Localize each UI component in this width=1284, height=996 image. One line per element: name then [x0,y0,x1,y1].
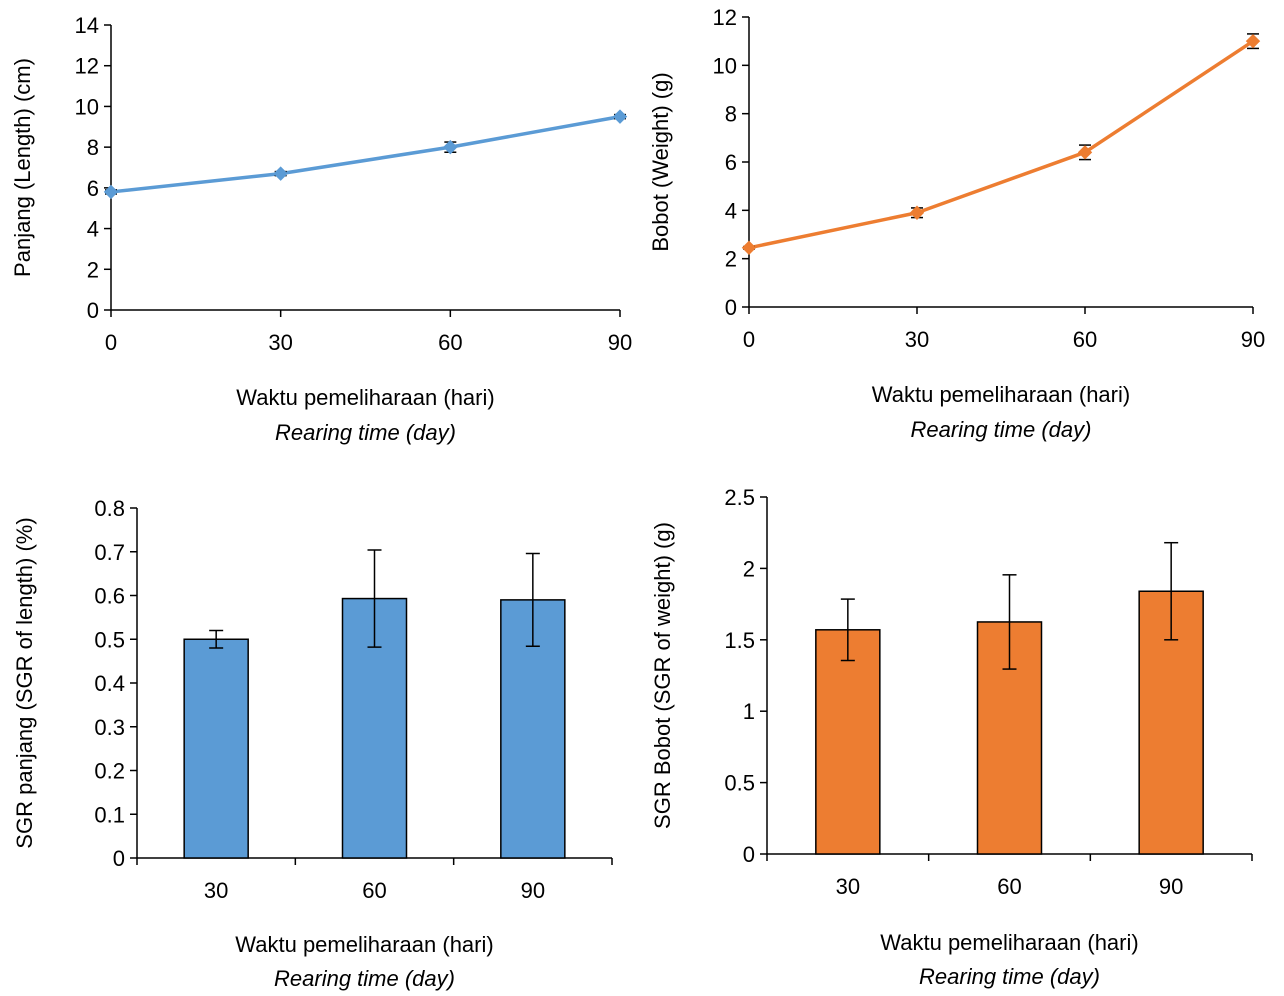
series-line [110,114,621,194]
chart-panel-3: 0 0.1 0.2 0.3 0.4 0.5 0.6 0.7 0.8 SGR panjang (SG… [12,496,613,991]
x-tick-label: 60 [1073,327,1097,352]
y-tick-label: 0 [725,295,737,320]
y-tick-label: 2 [725,247,737,272]
x-tick-label: 90 [521,878,545,903]
y-tick-label: 6 [725,150,737,175]
x-tick-label: 60 [438,330,462,355]
y-tick-label: 8 [87,135,99,160]
x-tick-label: 60 [997,874,1021,899]
y-tick-label: 0.5 [94,627,125,652]
x-tick-label: 90 [1241,327,1265,352]
y-tick-label: 12 [75,54,99,79]
chart-panel-1: 0 2 4 6 8 10 12 14 Panjang (Length) (cm) Waktu pe… [10,13,632,445]
y-tick-label: 12 [713,5,737,30]
x-axis-title: Waktu pemeliharaan (hari) [236,385,494,410]
chart-panel-4: 0 0.5 1 1.5 2 2.5 SGR Bobot (SGR of weight) (g… [650,485,1253,989]
y-tick-label: 2 [743,556,755,581]
y-tick-label: 2 [87,257,99,282]
y-axis-title: Panjang (Length) (cm) [10,58,35,277]
data-point-marker [612,109,628,124]
y-tick-label: 0.8 [94,496,125,521]
y-axis-title: SGR panjang (SGR of length) (%) [12,517,37,848]
data-point-marker [443,139,458,155]
x-axis-title: Waktu pemeliharaan (hari) [872,382,1130,407]
y-axis-title: SGR Bobot (SGR of weight) (g) [650,522,675,829]
y-tick-label: 4 [87,217,99,242]
y-tick-label: 2.5 [724,485,755,510]
data-point-marker [1077,145,1093,160]
y-tick-label: 0.1 [94,802,125,827]
y-tick-label: 0 [743,842,755,867]
y-tick-label: 0.6 [94,584,125,609]
x-tick-label: 30 [268,330,292,355]
data-point-marker [103,184,119,200]
y-tick-label: 10 [713,53,737,78]
bar [183,638,249,859]
data-point-marker [273,166,288,181]
x-tick-label: 30 [204,878,228,903]
x-tick-label: 30 [836,874,860,899]
y-tick-label: 0 [87,298,99,323]
series-line [748,39,1254,250]
y-tick-label: 1 [743,699,755,724]
x-tick-label: 60 [362,878,386,903]
y-tick-label: 0 [113,846,125,871]
y-tick-label: 0.5 [724,771,755,796]
x-tick-label: 0 [743,327,755,352]
y-axis-title: Bobot (Weight) (g) [648,72,673,251]
x-tick-label: 90 [1159,874,1183,899]
x-axis-subtitle: Rearing time (day) [274,966,455,991]
x-tick-label: 0 [105,330,117,355]
x-tick-label: 90 [608,330,632,355]
data-point-marker [909,205,925,220]
y-tick-label: 6 [87,176,99,201]
y-tick-label: 0.3 [94,715,125,740]
y-tick-label: 0.4 [94,671,125,696]
data-point-marker [741,240,757,255]
y-tick-label: 0.7 [94,540,125,565]
bar [815,629,881,855]
x-axis-subtitle: Rearing time (day) [919,964,1100,989]
x-axis-title: Waktu pemeliharaan (hari) [880,930,1138,955]
y-tick-label: 8 [725,102,737,127]
y-tick-label: 14 [75,13,99,38]
x-axis-subtitle: Rearing time (day) [275,420,456,445]
x-axis-title: Waktu pemeliharaan (hari) [235,932,493,957]
y-tick-label: 4 [725,198,737,223]
y-tick-label: 1.5 [724,628,755,653]
x-axis-subtitle: Rearing time (day) [911,417,1092,442]
y-tick-label: 0.2 [94,759,125,784]
y-tick-label: 10 [75,94,99,119]
data-point-marker [1245,33,1261,49]
chart-panel-2: 0 2 4 6 8 10 12 Bobot (Weight) (g) Waktu pemelih… [648,5,1265,442]
x-tick-label: 30 [905,327,929,352]
